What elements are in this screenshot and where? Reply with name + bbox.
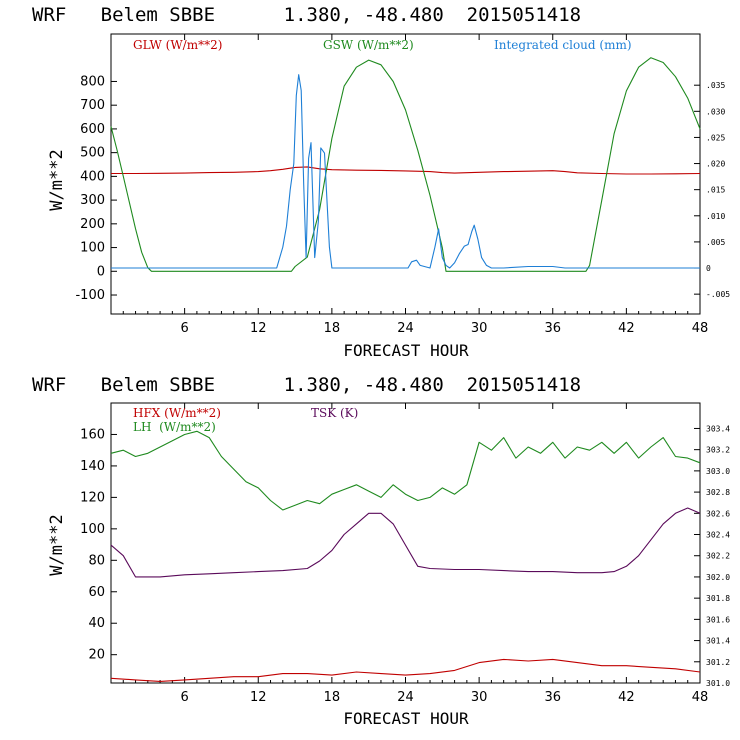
chart2-y-tick-label: 160 [80,427,105,442]
chart2-x-tick-label: 36 [544,690,561,705]
chart2-y-tick-label: 80 [88,553,105,568]
chart2-x-tick-label: 6 [180,690,188,705]
chart1-y2-tick-label: 0 [706,264,711,273]
chart2-plot-area [110,402,701,684]
chart1-legend-glw: GLW (W/m**2) [133,38,222,52]
chart1-x-tick-label: 12 [250,321,267,336]
chart1-series-cloud [111,74,700,269]
chart2-y2-tick-label: 302.4 [706,531,730,540]
chart2-y-tick-label: 120 [80,490,105,505]
chart1-x-tick-label: 18 [324,321,341,336]
chart1-series-gsw [110,57,701,272]
chart2-legend-hfx: HFX (W/m**2) [133,406,221,420]
chart2-y2-tick-label: 302.8 [706,488,730,497]
chart1-y2-tick-label: .020 [706,160,725,169]
chart2-y2-tick-label: 301.0 [706,679,730,688]
chart2-y2-tick-label: 301.4 [706,637,730,646]
chart2-y2-tick-label: 301.8 [706,594,730,603]
chart1-x-tick-label: 24 [397,321,414,336]
chart2-x-axis-label: FORECAST HOUR [343,709,469,728]
chart2-y-tick-label: 140 [80,459,105,474]
chart2-y-tick-label: 20 [88,648,105,663]
chart2-y2-tick-label: 301.6 [706,615,730,624]
chart2-y2-tick-label: 303.4 [706,424,730,433]
chart1-y-tick-label: 300 [80,193,105,208]
chart1-legend-gsw: GSW (W/m**2) [323,38,414,52]
chart2-x-tick-label: 24 [397,690,414,705]
chart1-y2-tick-label: .010 [706,212,725,221]
chart2-y2-tick-label: 303.2 [706,446,730,455]
chart2-title: WRF Belem SBBE 1.380, -48.480 2015051418 [32,374,581,396]
chart2-x-tick-label: 30 [471,690,488,705]
chart1-x-tick-label: 6 [180,321,188,336]
chart1-y-tick-label: 200 [80,217,105,232]
chart1-y-tick-label: 500 [80,146,105,161]
chart1-y2-tick-label: .005 [706,238,725,247]
chart2-y-tick-label: 60 [88,585,105,600]
chart2-x-tick-label: 12 [250,690,267,705]
chart2-y2-tick-label: 302.0 [706,573,730,582]
chart1-y-tick-label: 600 [80,122,105,137]
chart2-y-tick-label: 100 [80,522,105,537]
chart2-y2-tick-label: 301.2 [706,658,730,667]
chart1-y-tick-label: 400 [80,169,105,184]
chart2-y-axis-label: W/m**2 [47,514,67,575]
chart1-legend-cloud: Integrated cloud (mm) [494,38,632,52]
chart2-x-tick-label: 48 [692,690,709,705]
chart1-y2-tick-label: .015 [706,186,725,195]
chart2-series-lh [110,430,701,511]
chart1-x-tick-label: 30 [471,321,488,336]
chart2-series-hfx [110,658,701,682]
chart1-y2-tick-label: .035 [706,81,725,90]
chart2-y2-tick-label: 303.0 [706,467,730,476]
chart1-y-tick-label: 0 [97,264,105,279]
chart1-series-glw [111,166,701,175]
chart1-title: WRF Belem SBBE 1.380, -48.480 2015051418 [32,4,581,26]
chart2-legend-lh: LH (W/m**2) [133,420,216,434]
chart1-y2-tick-label: .030 [706,107,725,116]
chart1-x-axis-label: FORECAST HOUR [343,341,469,360]
chart2-y-tick-label: 40 [88,616,105,631]
chart1-y-tick-label: 800 [80,74,105,89]
chart2-x-tick-label: 18 [324,690,341,705]
chart2-y2-tick-label: 302.2 [706,552,730,561]
chart2-series-tsk [110,507,701,578]
chart1-y2-tick-label: .025 [706,133,725,142]
chart2-y2-tick-label: 302.6 [706,509,730,518]
chart1-x-tick-label: 48 [692,321,709,336]
chart2-legend-tsk: TSK (K) [311,406,358,420]
chart1-y-tick-label: -100 [75,288,105,303]
chart1-y-tick-label: 700 [80,98,105,113]
chart2-x-tick-label: 42 [618,690,635,705]
chart1-y-tick-label: 100 [80,241,105,256]
chart1-x-tick-label: 42 [618,321,635,336]
chart1-y2-tick-label: -.005 [706,290,730,299]
chart1-y-axis-label: W/m**2 [47,149,67,210]
chart1-x-tick-label: 36 [544,321,561,336]
